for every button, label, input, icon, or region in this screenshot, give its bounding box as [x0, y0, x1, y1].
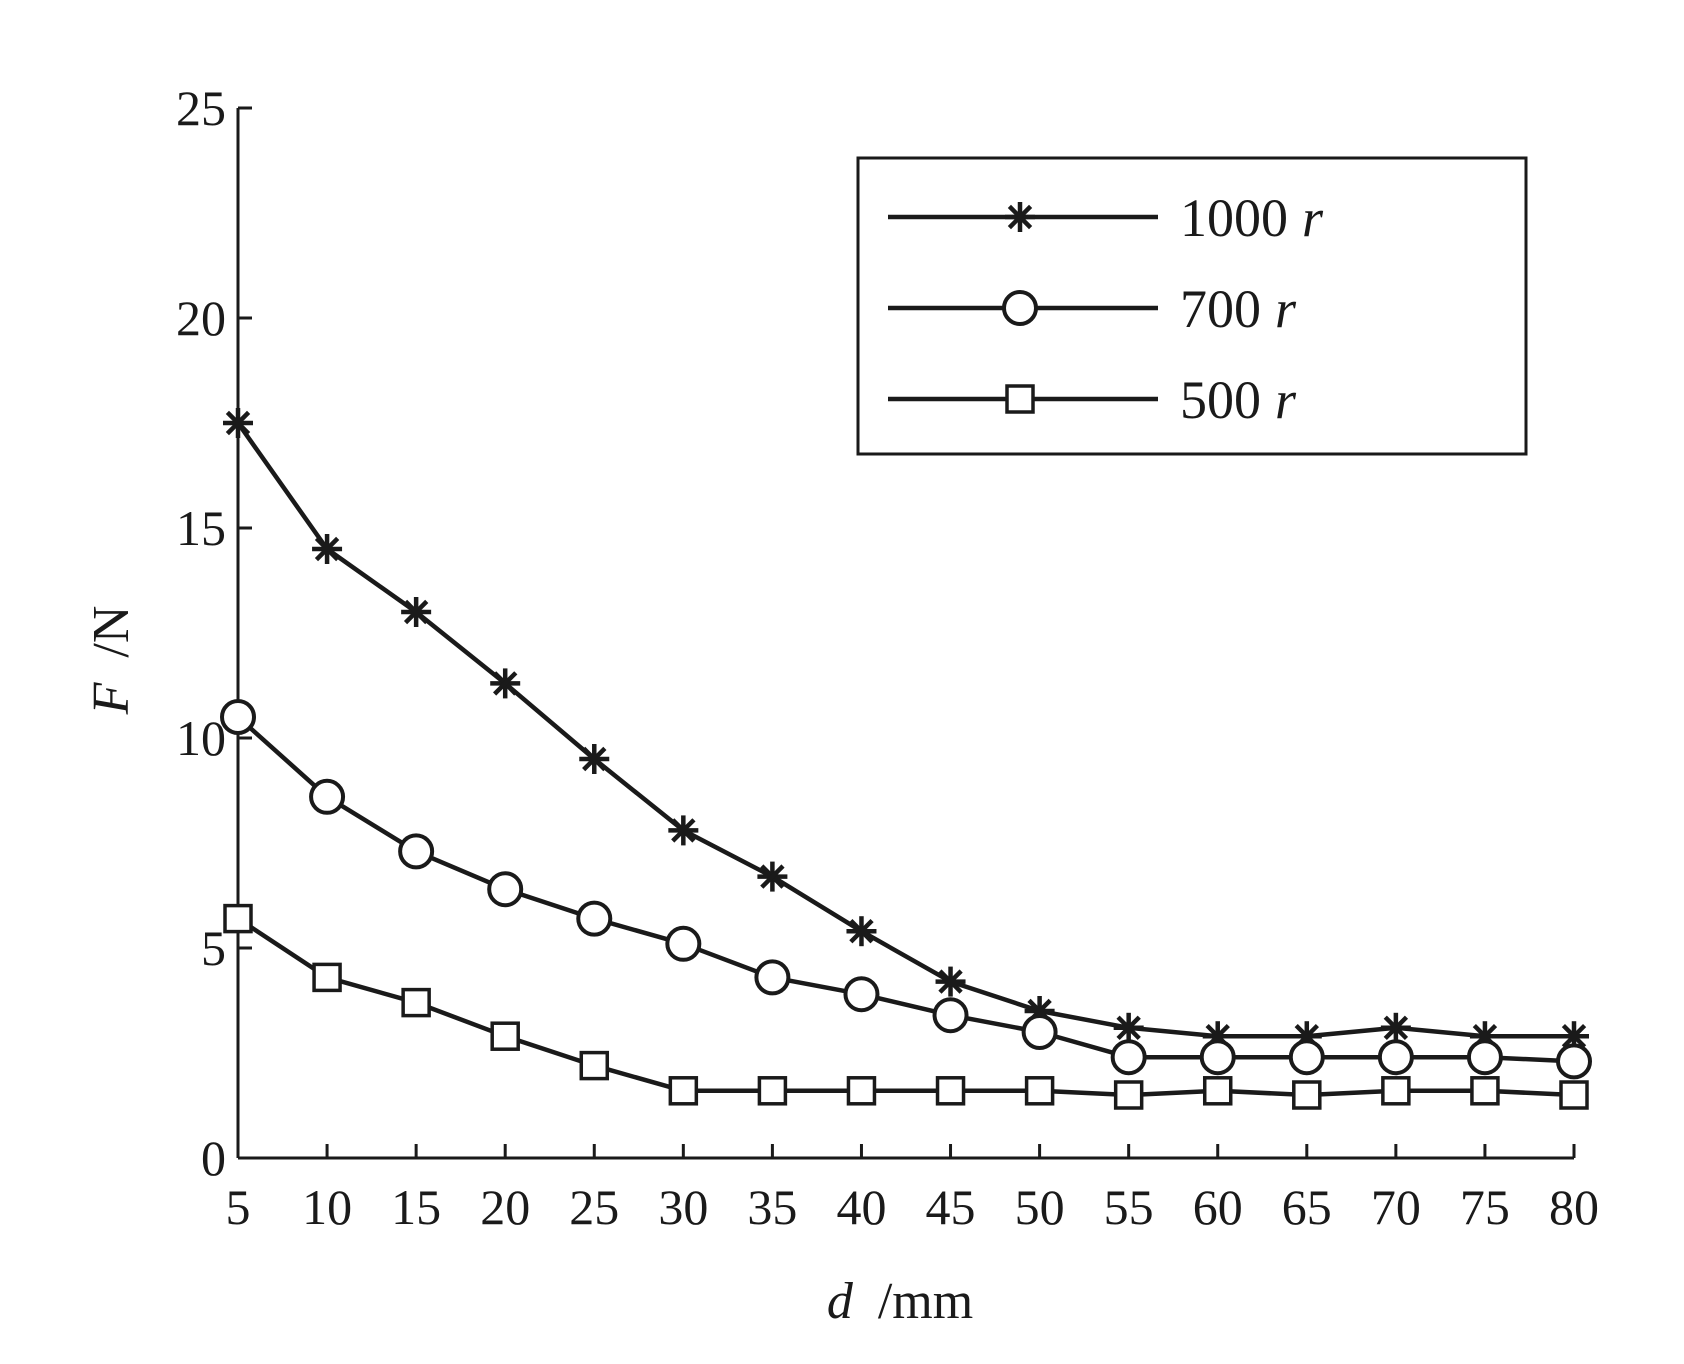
data-point-asterisk — [757, 861, 788, 892]
data-point-circle — [1110, 1039, 1147, 1076]
y-axis-label: F /N — [83, 606, 140, 716]
legend-entry: 1000 r — [888, 188, 1324, 248]
data-point-asterisk — [490, 668, 521, 699]
x-tick-label: 40 — [836, 1179, 886, 1235]
data-point-asterisk — [1380, 1012, 1411, 1043]
data-point-circle — [1288, 1039, 1325, 1076]
x-tick-label: 20 — [480, 1179, 530, 1235]
data-point-square — [223, 903, 253, 934]
series-line — [236, 715, 1575, 1064]
data-point-circle — [754, 959, 791, 996]
x-tick-label: 25 — [569, 1179, 619, 1235]
data-point-circle — [1466, 1039, 1503, 1076]
data-point-square — [1470, 1076, 1500, 1106]
x-tick-label: 30 — [658, 1179, 708, 1235]
data-point-square — [312, 962, 342, 993]
x-tick-label: 80 — [1549, 1179, 1599, 1235]
y-axis-variable: F — [83, 681, 140, 715]
data-point-circle — [1377, 1039, 1414, 1076]
y-tick-label: 0 — [201, 1130, 226, 1186]
x-tick-label: 55 — [1104, 1179, 1154, 1235]
data-point-square — [1381, 1076, 1411, 1106]
y-tick-label: 20 — [176, 290, 226, 346]
y-tick-label: 10 — [176, 710, 226, 766]
data-point-square — [757, 1076, 788, 1106]
data-point-asterisk — [579, 744, 610, 774]
series-700 — [220, 699, 1592, 1080]
data-point-square — [846, 1076, 877, 1106]
x-tick-label: 5 — [226, 1179, 251, 1235]
y-tick-label: 15 — [176, 500, 226, 556]
x-tick-label: 10 — [302, 1179, 352, 1235]
legend-label: 500 r — [1180, 370, 1297, 430]
data-point-square — [1292, 1080, 1322, 1110]
data-point-circle — [576, 900, 613, 937]
data-point-circle — [843, 976, 880, 1013]
x-axis-label: d /mm — [827, 1273, 973, 1330]
y-tick-label: 25 — [176, 80, 226, 136]
legend-entry: 500 r — [888, 370, 1297, 430]
x-tick-label: 15 — [391, 1179, 441, 1235]
data-point-circle — [1556, 1043, 1592, 1080]
series-1000 — [223, 408, 1589, 1052]
data-point-circle — [932, 997, 969, 1034]
data-point-square — [579, 1050, 610, 1081]
data-point-asterisk — [312, 534, 343, 564]
y-axis-unit: /N — [83, 606, 140, 658]
data-point-square — [935, 1076, 966, 1106]
x-tick-label: 70 — [1371, 1179, 1421, 1235]
data-point-circle — [1021, 1014, 1058, 1050]
data-point-asterisk — [223, 408, 253, 438]
series-line — [236, 916, 1575, 1098]
data-point-circle — [665, 925, 702, 962]
data-point-square — [1113, 1080, 1144, 1110]
data-point-circle — [1199, 1039, 1236, 1076]
legend-entry: 700 r — [888, 279, 1297, 339]
legend-label: 1000 r — [1180, 188, 1324, 248]
x-axis-unit: /mm — [878, 1273, 973, 1330]
data-point-asterisk — [1113, 1012, 1144, 1043]
data-point-square — [1202, 1076, 1233, 1106]
data-point-asterisk — [846, 916, 877, 947]
x-tick-label: 35 — [747, 1179, 797, 1235]
x-tick-label: 45 — [926, 1179, 976, 1235]
legend-label: 700 r — [1180, 279, 1297, 339]
series-layer — [220, 408, 1592, 1110]
data-point-circle — [220, 699, 256, 735]
data-point-circle — [487, 871, 524, 908]
series-500 — [223, 903, 1589, 1110]
y-tick-label: 5 — [201, 920, 226, 976]
data-point-square — [1559, 1080, 1589, 1110]
data-point-square — [490, 1021, 520, 1051]
data-point-asterisk — [935, 966, 966, 997]
data-point-square — [401, 987, 431, 1018]
x-tick-label: 65 — [1282, 1179, 1332, 1235]
legend: 1000 r 700 r 500 r — [856, 156, 1528, 456]
data-point-square — [668, 1076, 699, 1106]
data-point-square — [1024, 1076, 1055, 1106]
x-tick-label: 60 — [1193, 1179, 1243, 1235]
x-tick-label: 50 — [1015, 1179, 1065, 1235]
data-point-circle — [309, 778, 346, 815]
series-line — [236, 421, 1574, 1039]
data-point-circle — [1002, 290, 1038, 326]
data-point-square — [1005, 384, 1035, 414]
x-axis-variable: d — [827, 1273, 854, 1330]
data-point-asterisk — [1005, 202, 1035, 232]
x-tick-label: 75 — [1460, 1179, 1510, 1235]
data-point-circle — [398, 833, 435, 870]
data-point-asterisk — [401, 597, 432, 627]
data-point-asterisk — [668, 815, 699, 846]
